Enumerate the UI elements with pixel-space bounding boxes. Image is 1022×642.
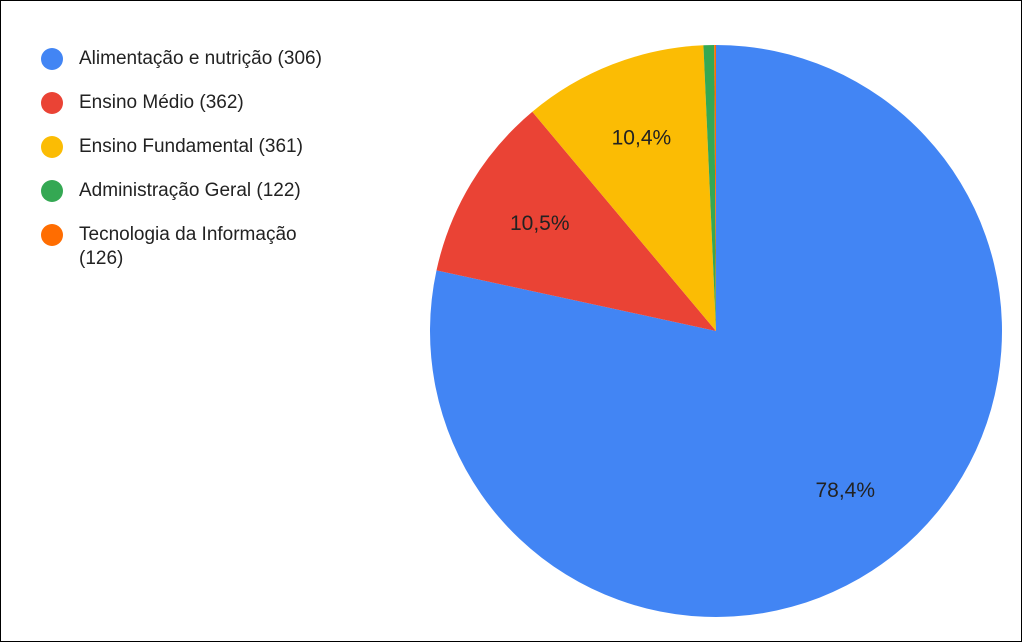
legend: Alimentação e nutrição (306) Ensino Médio… [41, 47, 341, 291]
legend-label: Tecnologia da Informação (126) [79, 224, 297, 269]
pie-slice [430, 45, 1003, 618]
pie-slice [532, 45, 716, 331]
pie-slice [436, 111, 716, 332]
legend-label: Ensino Fundamental (361) [79, 136, 303, 157]
legend-swatch [41, 180, 63, 202]
legend-item: Ensino Médio (362) [41, 91, 341, 115]
slice-label: 10,5% [510, 212, 570, 235]
legend-swatch [41, 48, 63, 70]
pie-slice [714, 45, 716, 331]
slice-label: 10,4% [612, 127, 672, 150]
legend-label: Alimentação e nutrição (306) [79, 48, 322, 69]
legend-label: Ensino Médio (362) [79, 92, 244, 113]
slice-label: 78,4% [815, 479, 875, 502]
legend-item: Administração Geral (122) [41, 179, 341, 203]
legend-swatch [41, 224, 63, 246]
legend-swatch [41, 136, 63, 158]
legend-label: Administração Geral (122) [79, 180, 301, 201]
legend-swatch [41, 92, 63, 114]
pie-slice [703, 45, 716, 331]
legend-item: Tecnologia da Informação (126) [41, 223, 341, 271]
legend-item: Alimentação e nutrição (306) [41, 47, 341, 71]
legend-item: Ensino Fundamental (361) [41, 135, 341, 159]
